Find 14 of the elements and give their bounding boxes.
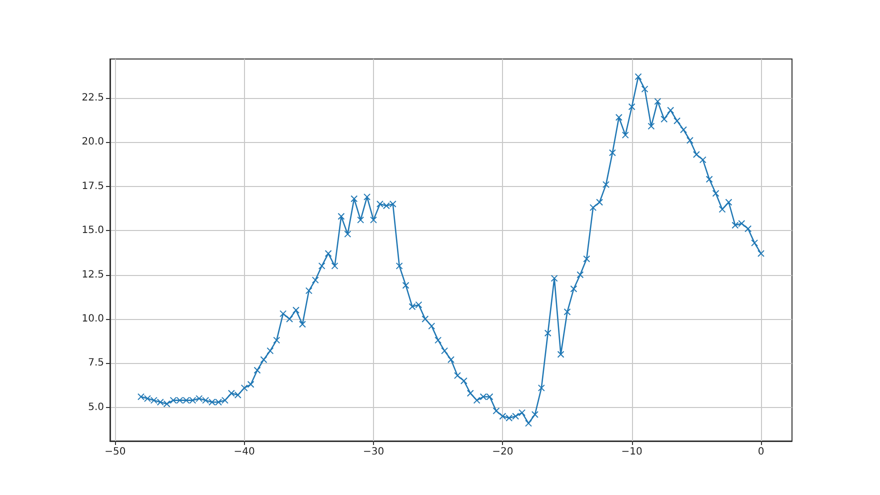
y-tick-label: 7.5 — [88, 358, 104, 369]
y-tick-label: 5.0 — [88, 402, 104, 413]
x-tick-label: −40 — [234, 446, 255, 458]
x-tick-label: −10 — [621, 446, 642, 458]
y-tick-label: 17.5 — [82, 180, 104, 192]
x-tick-label: −30 — [362, 446, 384, 458]
x-tick-label: −50 — [104, 446, 126, 458]
x-tick-label: 0 — [758, 446, 764, 458]
x-tick-label: −20 — [492, 446, 514, 458]
y-tick-label: 10.0 — [82, 313, 104, 324]
y-tick-label: 15.0 — [82, 225, 104, 236]
y-tick-label: 20.0 — [82, 136, 104, 148]
y-tick-label: 12.5 — [82, 269, 104, 280]
y-tick-label: 22.5 — [82, 92, 104, 104]
